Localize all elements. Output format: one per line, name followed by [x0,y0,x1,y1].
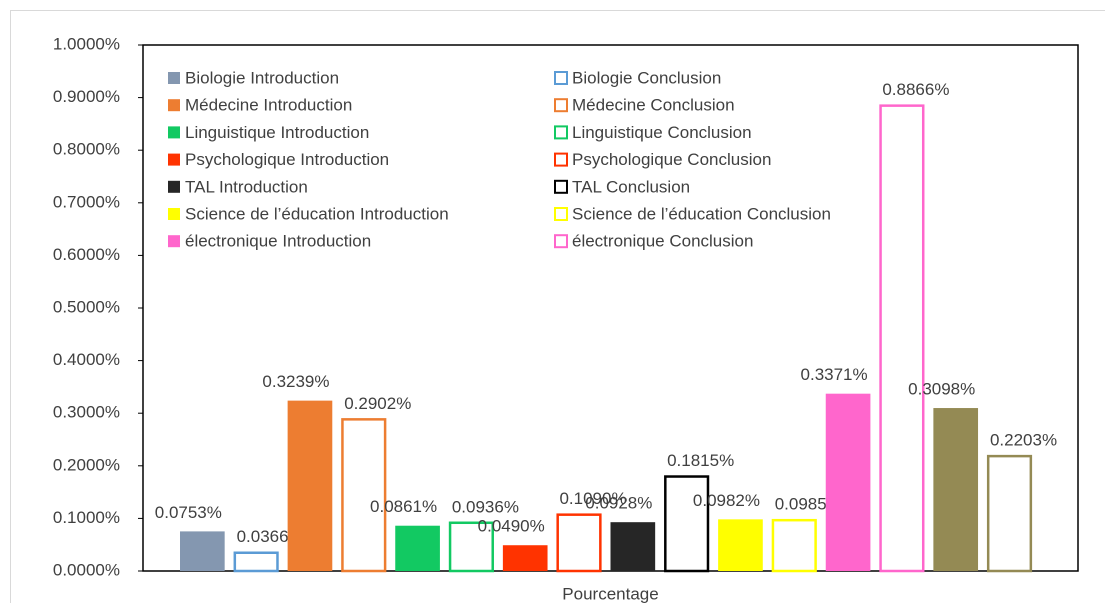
legend-swatch [168,72,180,84]
bar [986,454,1033,573]
data-label: 0.2902% [344,394,411,413]
data-label: 0.0366% [237,527,304,546]
legend-swatch [554,207,568,221]
data-label: 0.3098% [908,380,975,399]
legend-label: Psychologique Conclusion [572,150,771,169]
legend-swatch [554,71,568,85]
legend-label: TAL Conclusion [572,177,690,196]
bar [233,551,279,573]
data-label: 0.0861% [370,497,437,516]
x-axis-category: Pourcentage [562,584,658,603]
data-label: 0.2203% [990,431,1057,450]
y-tick-label: 0.1000% [53,508,120,527]
y-tick-label: 0.2000% [53,455,120,474]
bar [448,521,494,573]
data-label: 0.0982% [693,491,760,510]
legend-label: Linguistique Conclusion [572,123,752,142]
legend-label: électronique Conclusion [572,232,753,251]
data-label: 0.3239% [262,372,329,391]
legend-label: Biologie Conclusion [572,68,721,87]
legend-swatch [168,126,180,139]
data-label: 0.3371% [801,365,868,384]
bar [664,475,710,573]
data-label: 0.8866% [882,80,949,99]
legend-label: électronique Introduction [185,232,371,251]
data-label: 0.0985% [775,495,842,514]
y-tick-label: 0.7000% [53,192,120,211]
legend-label: Science de l’éducation Conclusion [572,204,831,223]
y-tick-label: 1.0000% [53,34,120,53]
bar [879,104,925,573]
y-tick-label: 0.4000% [53,350,120,369]
legend-swatch [554,234,568,249]
bar [341,418,387,573]
legend-swatch [168,180,180,193]
chart-frame [10,10,1105,603]
y-tick-label: 0.3000% [53,403,120,422]
legend-label: Médecine Introduction [185,96,352,115]
legend-label: Science de l’éducation Introduction [185,204,449,223]
legend-swatch [554,125,568,140]
y-tick-label: 0.8000% [53,140,120,159]
data-label: 0.0753% [155,503,222,522]
bar [287,400,333,571]
legend-label: Psychologique Introduction [185,150,389,169]
bar [771,518,817,573]
legend-swatch [554,152,568,167]
bar [718,519,763,571]
data-label: 0.0490% [478,517,545,536]
y-tick-label: 0.6000% [53,245,120,264]
bar [556,513,602,573]
legend-swatch [554,98,568,113]
data-label: 0.1090% [559,489,626,508]
legend-swatch [168,208,180,220]
bar [610,522,656,571]
legend-swatch [168,153,180,166]
legend-label: TAL Introduction [185,177,308,196]
bar [933,408,979,571]
bar [825,393,871,571]
legend-swatch [168,99,180,112]
legend-label: Médecine Conclusion [572,96,735,115]
bar [395,525,440,571]
legend-label: Linguistique Introduction [185,123,369,142]
y-tick-label: 0.9000% [53,87,120,106]
bar [180,531,225,571]
data-label: 0.0936% [452,497,519,516]
bar [502,545,548,571]
legend-swatch [554,179,568,194]
y-tick-label: 0.5000% [53,297,120,316]
legend-label: Biologie Introduction [185,68,339,87]
data-label: 0.1815% [667,451,734,470]
data-label: 0.0928% [585,494,652,513]
legend-swatch [168,235,180,248]
y-tick-label: 0.0000% [53,560,120,579]
